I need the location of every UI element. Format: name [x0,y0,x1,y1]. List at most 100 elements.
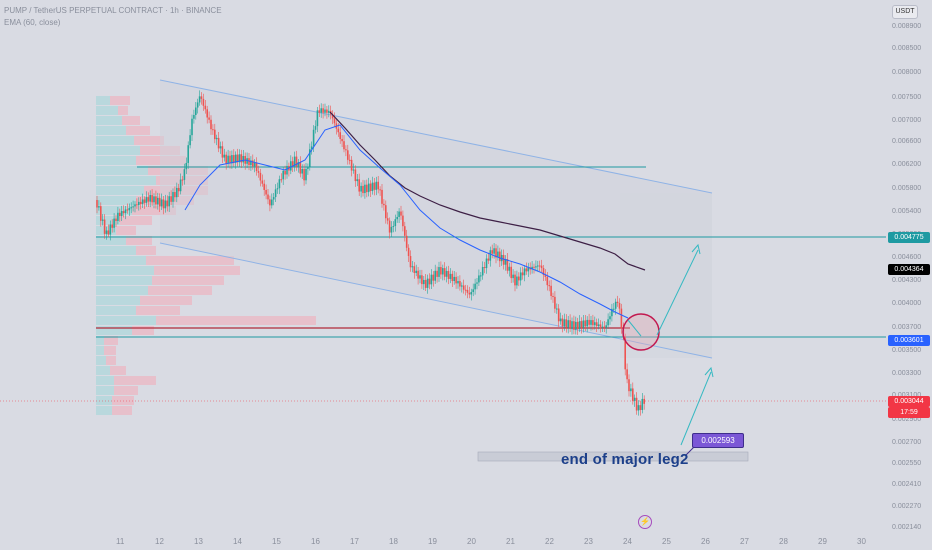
candle-body [219,146,222,149]
candle-body [227,155,229,164]
candle-body [341,138,343,142]
candle-body [635,397,638,411]
candle-body [411,266,414,268]
candle-body [599,324,602,327]
candle-body [576,321,579,330]
time-tick: 26 [701,537,710,546]
candle-body [183,169,186,180]
candle-body [495,248,497,258]
candle-body [643,398,645,404]
price-tick: 0.006200 [892,161,922,168]
candle-body [518,276,520,281]
candle-body [96,200,98,208]
candle-body [174,192,176,198]
time-tick: 18 [389,537,398,546]
candle-body [215,137,218,140]
price-tick: 0.002140 [892,524,922,531]
candle-body [269,199,271,206]
candle-body [307,166,309,169]
candle-body [491,250,493,254]
volume-bar-down [156,316,316,325]
candle-body [457,281,459,284]
candle-body [312,129,315,147]
candle-body [624,336,626,370]
volume-bar-down [154,266,240,275]
candle-body [637,405,640,411]
candle-body [217,137,220,149]
highlight-circle [622,313,660,351]
volume-bar-down [110,96,130,105]
candle-body [309,149,311,167]
candle-body [519,272,522,281]
candle-body [225,154,227,164]
candle-body [438,267,440,277]
candle-body [176,187,178,198]
candle-body [554,296,556,309]
volume-bar-down [146,256,234,265]
candle-body [223,154,226,158]
candle-body [584,320,587,327]
candle-body [339,132,341,139]
candle-body [489,250,492,261]
candle-body [540,265,543,269]
price-tick: 0.004000 [892,300,922,307]
volume-bar-down [112,406,132,415]
candle-body [191,118,193,136]
candle-body [550,285,552,297]
channel-lower-line [159,242,713,359]
volume-bar-up [96,156,136,165]
candle-body [364,184,366,194]
price-callout[interactable]: 0.002593 [692,433,744,448]
channel-upper-line [159,79,713,194]
candle-body [141,199,144,205]
volume-bar-down [112,396,134,405]
candle-body [328,110,330,113]
price-chart[interactable] [0,0,886,532]
candle-body [415,270,417,273]
ema-long-line [329,111,646,271]
time-axis[interactable]: 11 12 13 14 15 16 17 18 19 20 21 22 23 24 25 26 27 28 29 30 [0,532,886,550]
volume-bar-up [96,276,152,285]
volume-bar-up [96,376,114,385]
candle-body [525,268,528,272]
candle-body [107,230,110,235]
candle-body [392,226,395,228]
candle-body [242,156,245,163]
candle-body [134,204,136,207]
candle-body [516,276,518,286]
arrow-up-path-b [656,249,699,336]
candle-body [314,126,317,130]
lightning-icon[interactable]: ⚡ [638,515,652,529]
candle-body [100,206,102,221]
candle-body [316,110,319,127]
candle-body [390,226,393,233]
volume-bar-up [96,116,122,125]
candle-body [468,292,471,295]
candle-body [166,200,169,207]
candle-body [504,259,507,265]
candle-body [527,267,530,272]
time-tick: 30 [857,537,866,546]
candle-body [618,303,621,309]
candle-body [531,266,533,270]
candle-body [466,289,469,293]
candle-body [445,270,448,277]
currency-button[interactable]: USDT [892,5,918,19]
candle-body [480,275,482,277]
volume-bar-down [152,276,224,285]
annotation-text[interactable]: end of major leg2 [561,451,689,468]
volume-bar-down [132,206,176,215]
candle-body [470,291,473,295]
volume-bar-up [96,306,136,315]
time-tick: 29 [818,537,827,546]
volume-bar-down [122,116,140,125]
time-tick: 25 [662,537,671,546]
price-axis[interactable]: 0.008900 0.008500 0.008000 0.007500 0.007000… [886,0,932,550]
candle-body [130,207,132,209]
candle-body [487,258,490,261]
time-tick: 15 [272,537,281,546]
candle-body [168,196,170,207]
candle-body [594,322,596,326]
target-zone [477,451,749,462]
candle-body [474,283,476,290]
